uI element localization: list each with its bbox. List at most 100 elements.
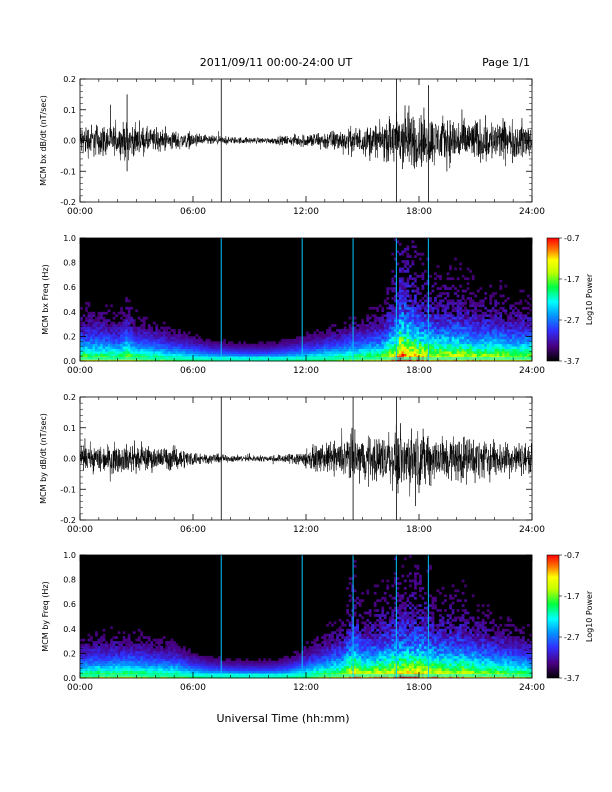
spectrogram-cell — [506, 346, 510, 349]
spectrogram-cell — [466, 309, 470, 313]
spectrogram-cell — [288, 663, 292, 666]
spectrogram-cell — [514, 326, 518, 330]
spectrogram-cell — [346, 336, 349, 340]
spectrogram-cell — [479, 353, 483, 357]
spectrogram-cell — [353, 574, 357, 578]
spectrogram-cell — [341, 351, 344, 354]
spectrogram-cell — [278, 663, 282, 666]
spectrogram-cell — [278, 670, 282, 674]
spectrogram-cell — [150, 341, 154, 345]
spectrogram-cell — [175, 658, 179, 662]
spectrogram-cell — [396, 301, 400, 305]
spectrogram-cell — [353, 660, 357, 664]
spectrogram-cell — [363, 653, 367, 657]
spectrogram-cell — [419, 304, 422, 308]
spectrogram-cell — [288, 341, 292, 345]
spectrogram-cell — [120, 343, 123, 347]
spectrogram-cell — [456, 299, 460, 303]
spectrogram-cell — [429, 348, 432, 352]
spectrogram-cell — [137, 346, 141, 349]
spectrogram-cell — [481, 326, 485, 330]
spectrogram-cell — [175, 351, 179, 354]
spectrogram-cell — [105, 353, 108, 357]
spectrogram-cell — [260, 343, 264, 347]
spectrogram-cell — [348, 653, 352, 657]
spectrogram-cell — [265, 665, 269, 669]
spectrogram-cell — [469, 299, 473, 303]
spectrogram-cell — [419, 353, 422, 357]
spectrogram-cell — [150, 655, 154, 659]
spectrogram-cell — [451, 331, 455, 335]
spectrogram-cell — [363, 628, 367, 632]
spectrogram-cell — [182, 336, 186, 340]
spectrogram-cell — [87, 648, 91, 652]
spectrogram-cell — [461, 319, 465, 322]
spectrogram-cell — [474, 333, 478, 337]
spectrogram-cell — [150, 331, 154, 335]
spectrogram-cell — [401, 260, 405, 263]
spectrogram-cell — [132, 346, 136, 349]
spectrogram-cell — [484, 297, 488, 300]
spectrogram-cell — [386, 287, 390, 290]
spectrogram-cell — [361, 348, 365, 352]
spectrogram-cell — [293, 650, 297, 654]
spectrogram-cell — [509, 346, 513, 349]
spectrogram-cell — [436, 314, 440, 318]
spectrogram-cell — [446, 348, 450, 352]
spectrogram-cell — [391, 331, 395, 335]
spectrogram-cell — [361, 599, 365, 603]
spectrogram-cell — [311, 336, 314, 340]
spectrogram-cell — [318, 648, 322, 652]
spectrogram-cell — [270, 353, 274, 357]
spectrogram-cell — [441, 299, 445, 303]
spectrogram-cell — [474, 348, 478, 352]
spectrogram-cell — [132, 324, 136, 327]
spectrogram-cell — [398, 284, 402, 288]
spectrogram-cell — [233, 346, 236, 349]
spectrogram-cell — [298, 655, 302, 659]
spectrogram-cell — [90, 319, 93, 322]
spectrogram-cell — [228, 343, 231, 347]
spectrogram-cell — [408, 274, 412, 278]
spectrogram-cell — [403, 338, 407, 342]
y-tick-label: -0.1 — [60, 167, 76, 176]
spectrogram-cell — [386, 348, 390, 352]
spectrogram-cell — [496, 319, 500, 322]
spectrogram-cell — [185, 653, 189, 657]
spectrogram-cell — [125, 333, 129, 337]
spectrogram-cell — [346, 650, 349, 654]
spectrogram-cell — [408, 265, 412, 268]
spectrogram-cell — [524, 321, 528, 325]
spectrogram-cell — [348, 668, 352, 671]
spectrogram-cell — [160, 663, 164, 666]
spectrogram-cell — [147, 668, 151, 671]
spectrogram-cell — [408, 306, 412, 310]
spectrogram-cell — [170, 670, 174, 674]
spectrogram-cell — [270, 343, 274, 347]
spectrogram-cell — [398, 316, 402, 320]
spectrogram-cell — [421, 336, 425, 340]
spectrogram-cell — [102, 348, 106, 352]
spectrogram-cell — [323, 343, 327, 347]
spectrogram-cell — [182, 346, 186, 349]
spectrogram-cell — [479, 331, 483, 335]
spectrogram-cell — [316, 663, 319, 666]
spectrogram-cell — [265, 343, 269, 347]
spectrogram-cell — [393, 329, 397, 332]
spectrogram-cell — [459, 284, 462, 288]
spectrogram-cell — [102, 341, 106, 345]
spectrogram-cell — [85, 329, 88, 332]
spectrogram-cell — [167, 346, 171, 349]
spectrogram-cell — [268, 668, 272, 671]
spectrogram-cell — [135, 338, 139, 342]
spectrogram-cell — [210, 665, 214, 669]
spectrogram-cell — [135, 643, 139, 647]
spectrogram-cell — [190, 338, 194, 342]
spectrogram-cell — [373, 333, 377, 337]
spectrogram-cell — [248, 670, 252, 674]
spectrogram-cell — [526, 336, 530, 340]
spectrogram-cell — [238, 353, 242, 357]
spectrogram-cell — [516, 319, 520, 322]
spectrogram-cell — [338, 670, 342, 674]
spectrogram-cell — [182, 663, 186, 666]
